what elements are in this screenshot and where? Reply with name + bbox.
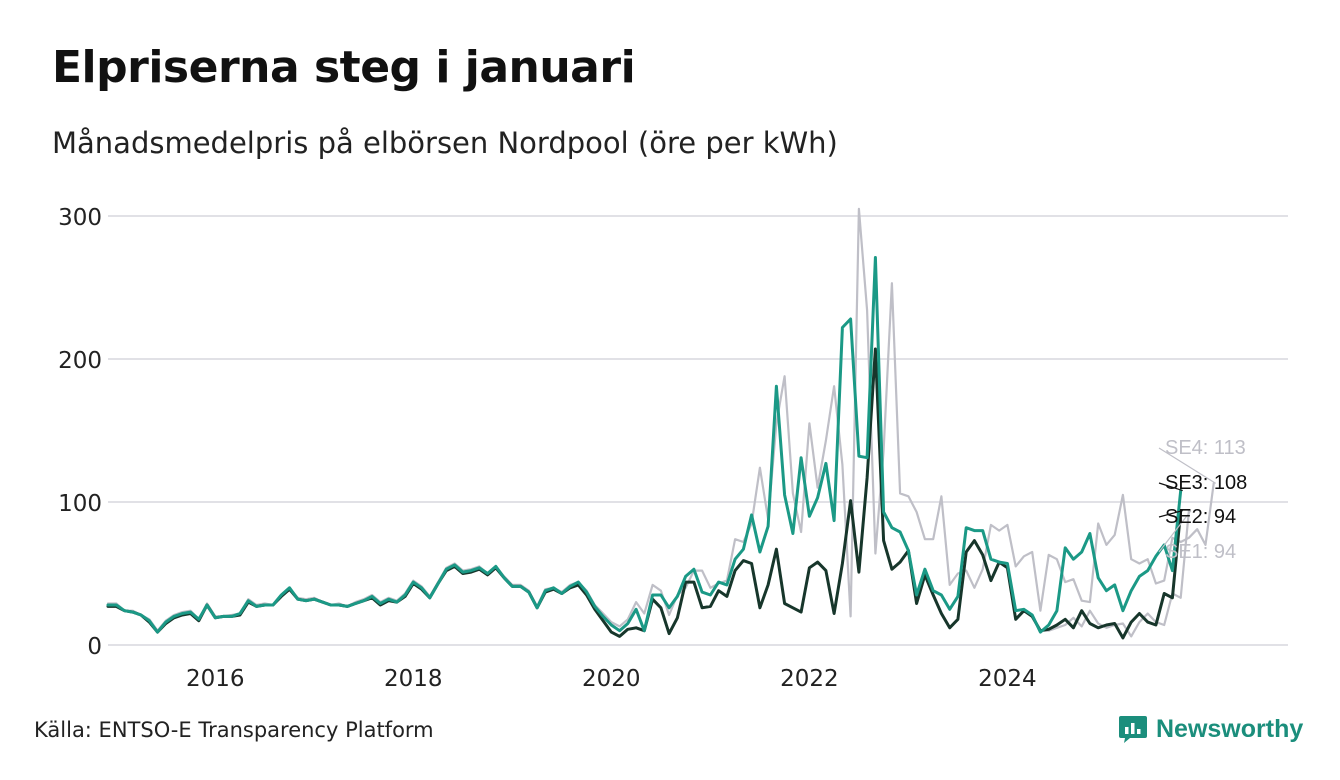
- x-tick-label: 2020: [582, 666, 641, 692]
- gridlines: [108, 215, 1288, 646]
- source-note: Källa: ENTSO-E Transparency Platform: [34, 718, 434, 742]
- newsworthy-logo[interactable]: Newsworthy: [1118, 714, 1303, 744]
- chart-title: Elpriserna steg i januari: [52, 42, 636, 93]
- y-tick-label: 0: [87, 634, 102, 660]
- series-label-se3: SE3: 108: [1165, 472, 1247, 494]
- y-axis: 0 100 200 300: [58, 205, 102, 660]
- label-leader-se3: [1158, 482, 1183, 492]
- x-tick-label: 2024: [978, 666, 1037, 692]
- series-label-se2: SE2: 94: [1165, 506, 1236, 528]
- chart-subtitle: Månadsmedelpris på elbörsen Nordpool (ör…: [52, 126, 838, 160]
- y-tick-label: 100: [58, 491, 102, 517]
- series-line-se2: [106, 347, 1183, 640]
- x-axis: 2016 2018 2020 2022 2024: [186, 666, 1037, 692]
- label-leader-se4: [1158, 447, 1217, 484]
- series-label-se4: SE4: 113: [1165, 437, 1246, 459]
- series-lines: [106, 207, 1215, 640]
- series-label-se1: SE1: 94: [1165, 541, 1236, 563]
- series-line-se4: [106, 207, 1215, 632]
- y-tick-label: 200: [58, 348, 102, 374]
- x-tick-label: 2022: [780, 666, 839, 692]
- series-line-se3: [106, 256, 1183, 634]
- series-labels: SE4: 113 SE1: 94 SE2: 94 SE3: 108: [1158, 437, 1247, 563]
- label-leader-se2: [1158, 510, 1183, 518]
- brand-name: Newsworthy: [1156, 714, 1304, 743]
- label-leader-se1: [1158, 510, 1192, 553]
- x-tick-label: 2018: [384, 666, 443, 692]
- newsworthy-logo-icon: [1119, 716, 1147, 743]
- y-tick-label: 300: [58, 205, 102, 231]
- series-line-se1: [106, 350, 1191, 638]
- x-tick-label: 2016: [186, 666, 245, 692]
